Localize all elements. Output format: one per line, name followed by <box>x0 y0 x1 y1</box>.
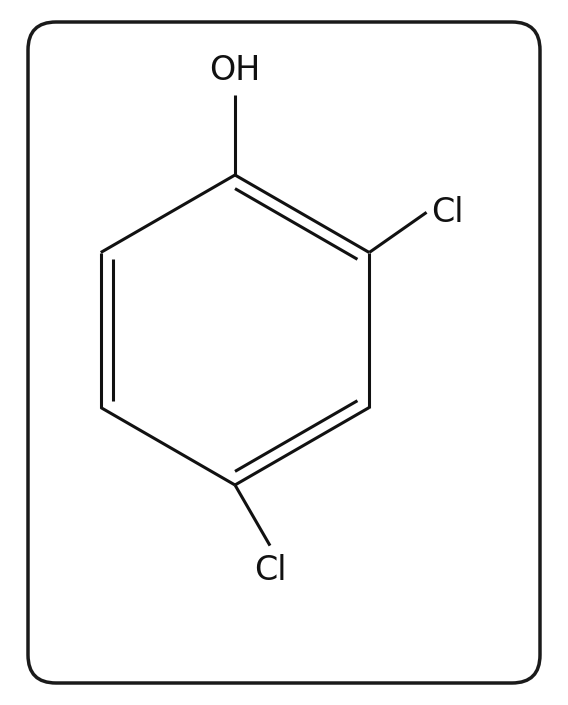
FancyBboxPatch shape <box>28 22 540 683</box>
Text: Cl: Cl <box>254 553 286 587</box>
Text: Cl: Cl <box>432 196 464 229</box>
Text: OH: OH <box>210 54 261 87</box>
